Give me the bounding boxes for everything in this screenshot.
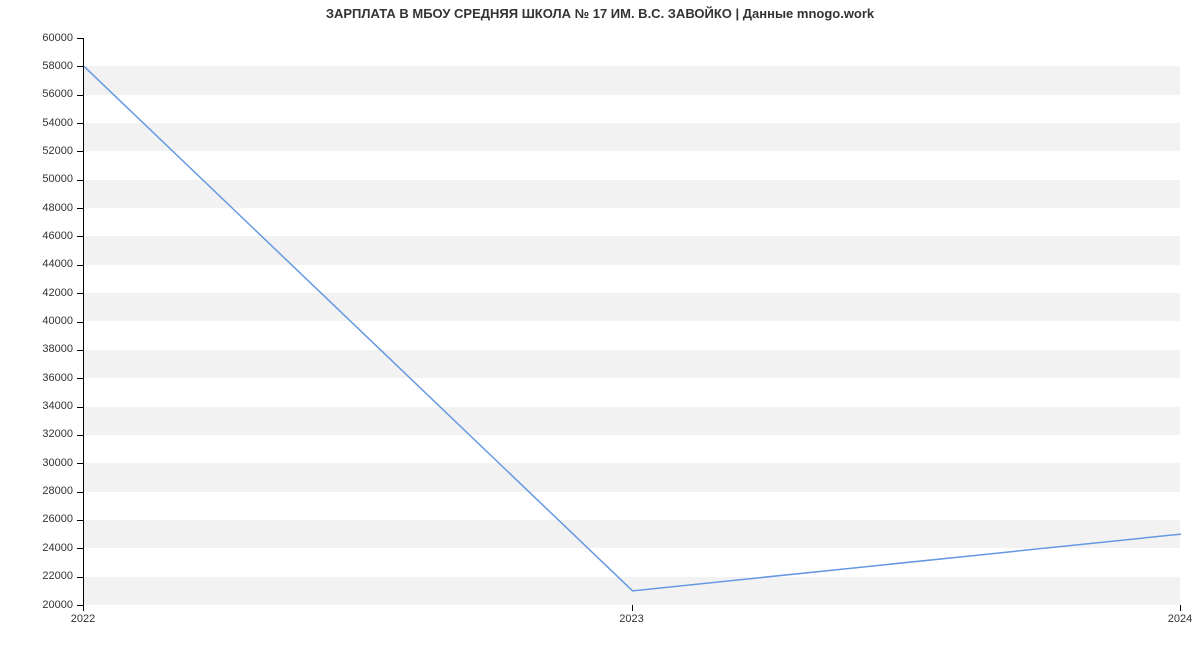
x-tick-label: 2024	[1168, 613, 1192, 625]
y-tick-mark	[77, 236, 83, 237]
y-tick-label: 38000	[0, 343, 73, 355]
y-tick-label: 58000	[0, 60, 73, 72]
x-tick-mark	[632, 605, 633, 611]
y-tick-label: 20000	[0, 599, 73, 611]
x-tick-label: 2023	[619, 613, 643, 625]
y-tick-mark	[77, 435, 83, 436]
y-tick-label: 30000	[0, 457, 73, 469]
y-tick-mark	[77, 378, 83, 379]
y-tick-mark	[77, 95, 83, 96]
y-tick-mark	[77, 463, 83, 464]
y-tick-mark	[77, 492, 83, 493]
y-tick-label: 50000	[0, 173, 73, 185]
y-tick-mark	[77, 350, 83, 351]
y-tick-label: 54000	[0, 117, 73, 129]
y-tick-mark	[77, 38, 83, 39]
y-tick-label: 46000	[0, 230, 73, 242]
y-tick-mark	[77, 151, 83, 152]
y-tick-mark	[77, 520, 83, 521]
x-tick-label: 2022	[71, 613, 95, 625]
y-tick-mark	[77, 66, 83, 67]
y-tick-label: 24000	[0, 542, 73, 554]
y-tick-mark	[77, 548, 83, 549]
y-tick-mark	[77, 180, 83, 181]
y-tick-mark	[77, 265, 83, 266]
y-tick-label: 52000	[0, 145, 73, 157]
y-tick-mark	[77, 208, 83, 209]
line-layer	[84, 38, 1181, 605]
y-tick-mark	[77, 577, 83, 578]
y-tick-label: 44000	[0, 258, 73, 270]
y-tick-mark	[77, 322, 83, 323]
y-tick-label: 22000	[0, 570, 73, 582]
x-tick-mark	[83, 605, 84, 611]
y-tick-label: 36000	[0, 372, 73, 384]
y-tick-label: 26000	[0, 513, 73, 525]
y-tick-label: 48000	[0, 202, 73, 214]
y-tick-label: 40000	[0, 315, 73, 327]
salary-line-chart: ЗАРПЛАТА В МБОУ СРЕДНЯЯ ШКОЛА № 17 ИМ. В…	[0, 0, 1200, 650]
y-tick-label: 34000	[0, 400, 73, 412]
chart-title: ЗАРПЛАТА В МБОУ СРЕДНЯЯ ШКОЛА № 17 ИМ. В…	[0, 6, 1200, 21]
y-tick-mark	[77, 293, 83, 294]
y-tick-label: 56000	[0, 88, 73, 100]
x-tick-mark	[1180, 605, 1181, 611]
y-tick-label: 28000	[0, 485, 73, 497]
y-tick-mark	[77, 407, 83, 408]
y-tick-mark	[77, 123, 83, 124]
y-tick-label: 32000	[0, 428, 73, 440]
plot-area	[83, 38, 1180, 605]
y-tick-label: 60000	[0, 32, 73, 44]
y-tick-label: 42000	[0, 287, 73, 299]
series-line-salary	[84, 66, 1181, 590]
